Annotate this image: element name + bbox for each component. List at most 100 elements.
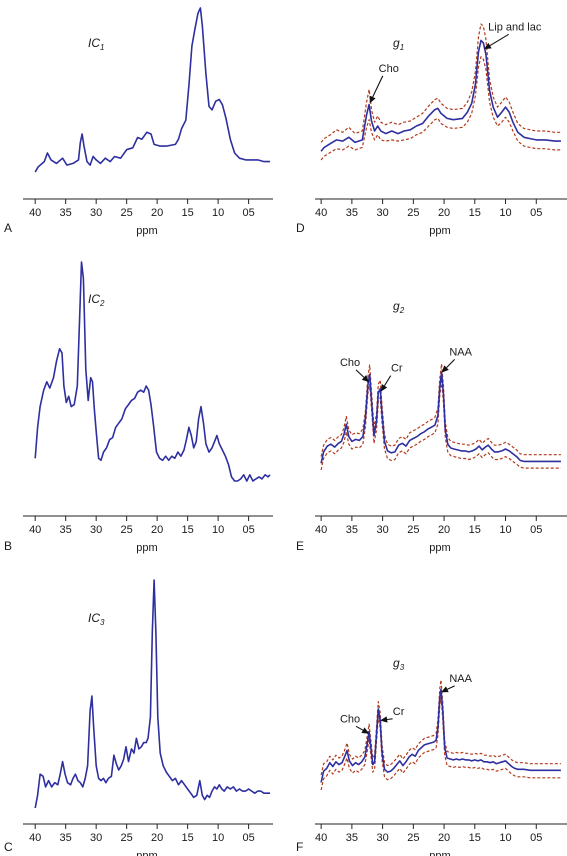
chart-title-subscript: 3 — [100, 618, 105, 627]
spectrum-line — [34, 7, 270, 173]
annotation-arrowhead — [361, 727, 370, 734]
x-tick-label: 05 — [530, 524, 542, 536]
panel-e: 40 35 30 25 20 15 10 05 ppm Eg2 Cho Cr NAA — [296, 299, 567, 554]
annotation-label: Cho — [340, 357, 360, 369]
chart-title: g2 — [393, 299, 405, 315]
chart-title-subscript: 2 — [99, 299, 105, 308]
x-tick-label: 10 — [499, 207, 511, 219]
x-tick-label: 20 — [151, 524, 163, 536]
panel-letter: D — [296, 221, 305, 235]
x-tick-label: 25 — [407, 207, 419, 219]
annotation-arrow — [383, 375, 392, 387]
annotation-arrowhead — [380, 384, 388, 392]
confidence-band-line — [320, 56, 561, 161]
x-tick-label: 20 — [438, 832, 450, 844]
x-tick-label: 35 — [60, 207, 72, 219]
x-tick-label: 20 — [151, 207, 163, 219]
panel-letter: A — [4, 221, 12, 235]
annotation-arrowhead — [484, 42, 492, 50]
x-axis-title: ppm — [429, 850, 450, 856]
annotation-label: Lip and lac — [488, 21, 542, 33]
x-tick-label: 25 — [121, 524, 133, 536]
x-axis-title: ppm — [136, 225, 157, 237]
annotation-arrow — [355, 369, 365, 378]
confidence-band-line — [320, 697, 561, 791]
x-tick-label: 15 — [182, 524, 194, 536]
x-axis-title: ppm — [136, 542, 157, 554]
x-tick-label: 20 — [151, 832, 163, 844]
x-tick-label: 20 — [438, 524, 450, 536]
x-tick-label: 40 — [315, 524, 327, 536]
x-tick-label: 10 — [499, 524, 511, 536]
x-tick-label: 25 — [121, 207, 133, 219]
x-tick-label: 10 — [212, 524, 224, 536]
annotation-arrow — [355, 725, 364, 731]
annotation-arrowhead — [441, 365, 449, 373]
annotation-arrow — [372, 75, 384, 98]
spectrum-line — [320, 371, 561, 464]
x-tick-label: 30 — [376, 207, 388, 219]
chart-title-subscript: 2 — [399, 306, 405, 315]
x-tick-label: 35 — [60, 832, 72, 844]
confidence-band-line — [320, 380, 561, 471]
chart-title-main: IC — [88, 292, 100, 306]
x-tick-label: 30 — [90, 207, 102, 219]
x-tick-label: 30 — [90, 832, 102, 844]
panel-b: 40 35 30 25 20 15 10 05 ppm B IC2 — [4, 261, 273, 554]
annotation-arrow — [489, 33, 510, 47]
chart-title: IC2 — [88, 292, 105, 308]
chart-title-main: g — [393, 36, 400, 50]
x-tick-label: 15 — [182, 207, 194, 219]
x-tick-label: 20 — [438, 207, 450, 219]
panel-letter: E — [296, 539, 304, 553]
x-tick-label: 35 — [346, 207, 358, 219]
spectrum-line — [34, 579, 270, 809]
annotation-arrow — [447, 685, 455, 690]
chart-title: IC3 — [88, 611, 105, 627]
x-tick-label: 05 — [242, 524, 254, 536]
x-tick-label: 40 — [29, 524, 41, 536]
chart-title-subscript: 1 — [400, 43, 404, 52]
panel-letter: C — [4, 840, 13, 854]
x-tick-label: 40 — [29, 832, 41, 844]
chart-title-main: g — [393, 656, 400, 670]
x-tick-label: 05 — [530, 207, 542, 219]
x-tick-label: 30 — [90, 524, 102, 536]
annotation-arrowhead — [441, 686, 449, 693]
panel-letter: B — [4, 539, 12, 553]
chart-title-main: IC — [88, 36, 100, 50]
x-tick-label: 05 — [242, 832, 254, 844]
annotation-label: Cr — [393, 706, 405, 718]
chart-title: IC1 — [88, 36, 104, 52]
x-tick-label: 10 — [212, 207, 224, 219]
panel-a: 40 35 30 25 20 15 10 05 ppm A IC1 — [4, 7, 273, 237]
confidence-band-line — [320, 679, 561, 776]
x-tick-label: 10 — [499, 832, 511, 844]
panel-c: 40 35 30 25 20 15 10 05 ppm C IC3 — [4, 579, 273, 856]
spectrum-line — [320, 688, 561, 783]
x-tick-label: 15 — [469, 524, 481, 536]
annotation-label: Cr — [391, 363, 403, 375]
x-tick-label: 30 — [376, 832, 388, 844]
x-tick-label: 25 — [407, 524, 419, 536]
x-axis-title: ppm — [429, 542, 450, 554]
spectrum-line — [320, 39, 561, 152]
x-tick-label: 40 — [315, 832, 327, 844]
annotation-arrowhead — [380, 716, 388, 723]
chart-title: g3 — [393, 656, 405, 672]
annotation-label: NAA — [449, 346, 472, 358]
chart-title: g1 — [393, 36, 404, 52]
x-tick-label: 05 — [242, 207, 254, 219]
x-tick-label: 25 — [407, 832, 419, 844]
x-tick-label: 15 — [182, 832, 194, 844]
chart-title-subscript: 1 — [100, 43, 104, 52]
annotation-label: NAA — [449, 673, 472, 685]
x-tick-label: 35 — [346, 832, 358, 844]
chart-title-main: g — [393, 299, 400, 313]
annotation-label: Cho — [340, 713, 360, 725]
annotation-arrowhead — [369, 95, 376, 104]
x-tick-label: 15 — [469, 207, 481, 219]
x-tick-label: 40 — [29, 207, 41, 219]
x-tick-label: 05 — [530, 832, 542, 844]
